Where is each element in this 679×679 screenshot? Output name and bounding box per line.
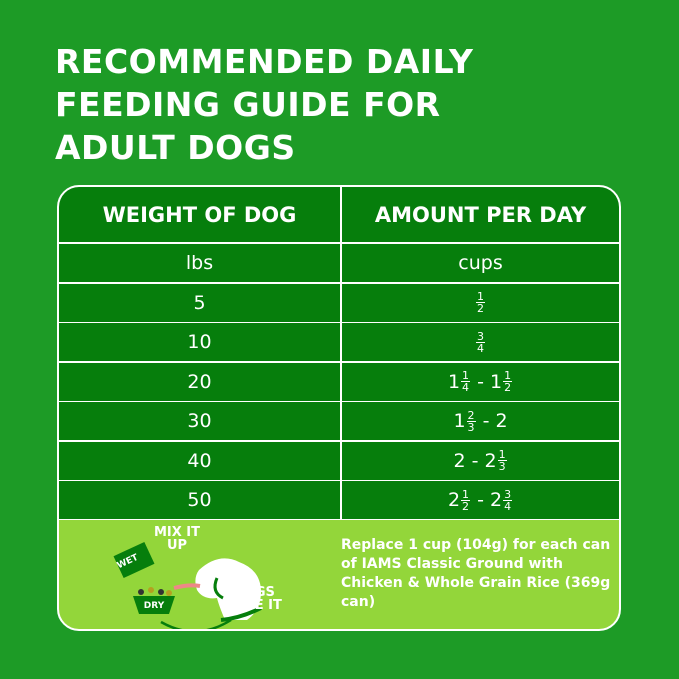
title-line: ADULT DOGS <box>55 128 296 167</box>
dry-label: DRY <box>143 601 165 611</box>
weight: 5 <box>59 283 340 322</box>
note-panel: MIX IT UP WET DRY DOGS LOVE IT Replace 1… <box>59 520 619 629</box>
dog-bowl-icon <box>113 541 262 629</box>
weight: 10 <box>59 323 340 361</box>
weight: 50 <box>59 481 340 519</box>
units-row: lbs cups <box>59 244 619 282</box>
table-row: 30 1 2 3 - 2 <box>59 402 619 440</box>
weight: 40 <box>59 441 340 480</box>
mix-illustration: MIX IT UP WET DRY DOGS LOVE IT <box>99 520 299 629</box>
header-weight: WEIGHT OF DOG <box>59 187 340 242</box>
weight: 30 <box>59 402 340 440</box>
replacement-note: Replace 1 cup (104g) for each can of IAM… <box>341 537 611 610</box>
header-row: WEIGHT OF DOG AMOUNT PER DAY <box>59 187 619 242</box>
unit-amount: cups <box>342 244 619 282</box>
weight: 20 <box>59 362 340 401</box>
table-row: 10 3 4 <box>59 323 619 361</box>
header-amount: AMOUNT PER DAY <box>342 187 619 242</box>
title-line: FEEDING GUIDE FOR <box>55 85 441 124</box>
title-line: RECOMMENDED DAILY <box>55 42 474 81</box>
dogs-love-label: DOGS LOVE IT <box>226 585 282 613</box>
mix-label: MIX IT UP <box>153 525 201 553</box>
page-title: RECOMMENDED DAILY FEEDING GUIDE FOR ADUL… <box>55 40 473 169</box>
unit-weight: lbs <box>59 244 340 282</box>
